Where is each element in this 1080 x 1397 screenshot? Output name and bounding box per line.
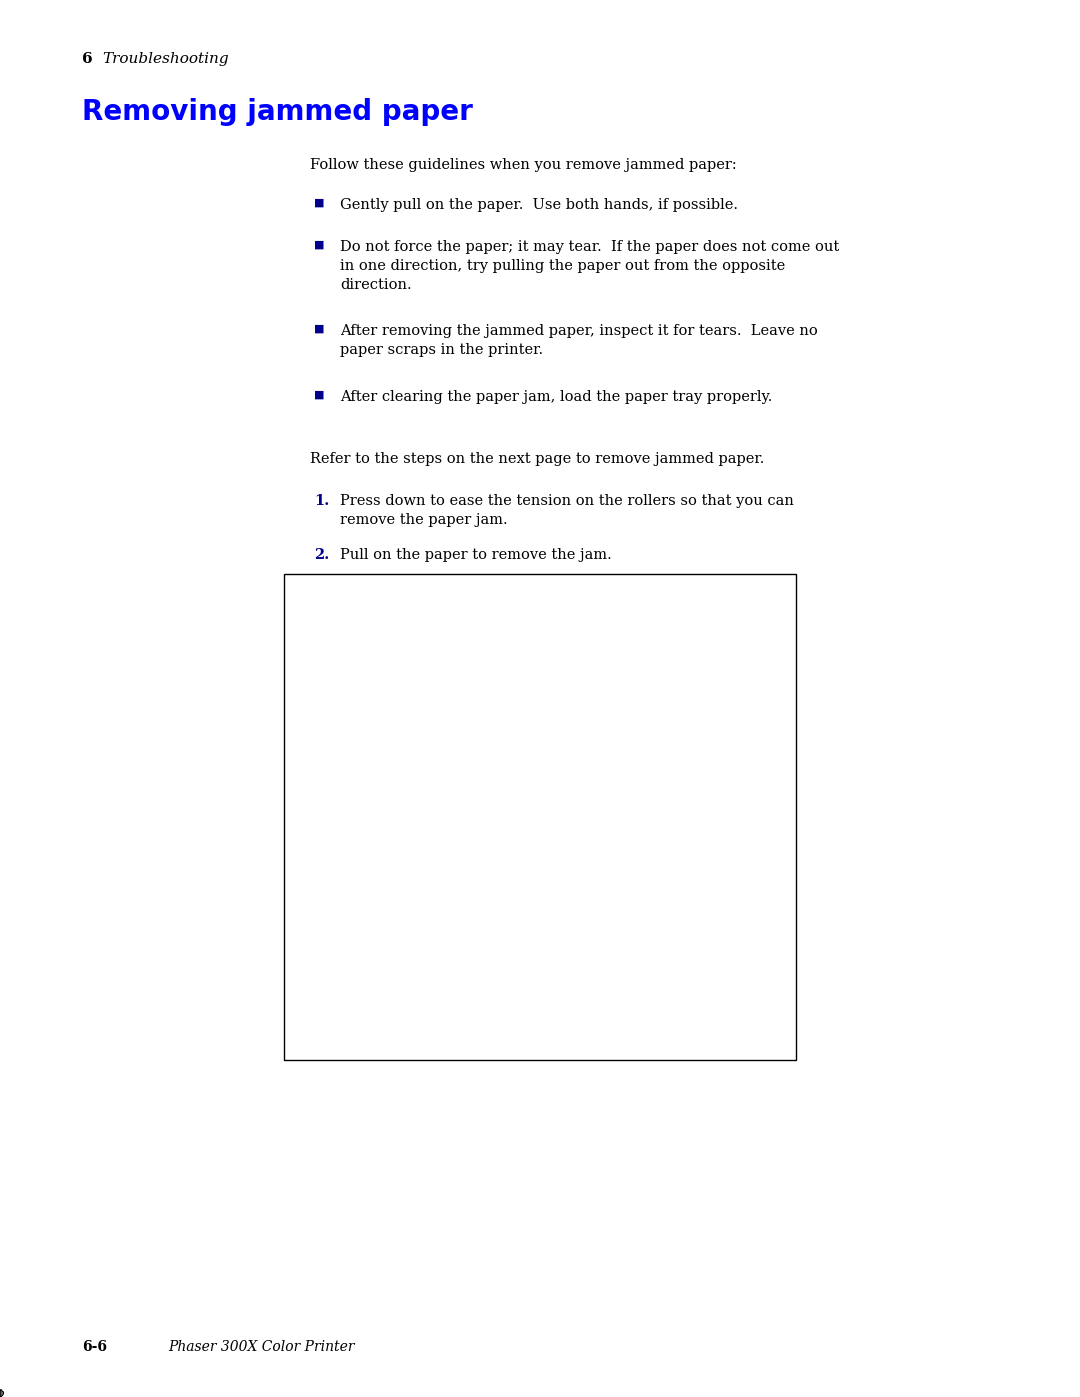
Text: Do not force the paper; it may tear.  If the paper does not come out
in one dire: Do not force the paper; it may tear. If … bbox=[340, 240, 839, 292]
Text: 6-6: 6-6 bbox=[82, 1340, 107, 1354]
Text: Press down to ease the tension on the rollers so that you can
remove the paper j: Press down to ease the tension on the ro… bbox=[340, 495, 794, 527]
Text: ■: ■ bbox=[314, 198, 324, 208]
Text: ■: ■ bbox=[314, 390, 324, 400]
Text: ■: ■ bbox=[314, 240, 324, 250]
Text: Follow these guidelines when you remove jammed paper:: Follow these guidelines when you remove … bbox=[310, 158, 737, 172]
Text: 1.: 1. bbox=[314, 495, 329, 509]
Bar bbox=[284, 574, 796, 1060]
Text: Phaser 300X Color Printer: Phaser 300X Color Printer bbox=[168, 1340, 354, 1354]
Text: After clearing the paper jam, load the paper tray properly.: After clearing the paper jam, load the p… bbox=[340, 390, 772, 404]
Text: 2.: 2. bbox=[314, 548, 329, 562]
Text: 6: 6 bbox=[82, 52, 93, 66]
Text: Troubleshooting: Troubleshooting bbox=[102, 52, 229, 66]
Text: After removing the jammed paper, inspect it for tears.  Leave no
paper scraps in: After removing the jammed paper, inspect… bbox=[340, 324, 818, 358]
Text: Pull on the paper to remove the jam.: Pull on the paper to remove the jam. bbox=[340, 548, 611, 562]
Text: Gently pull on the paper.  Use both hands, if possible.: Gently pull on the paper. Use both hands… bbox=[340, 198, 738, 212]
Text: ■: ■ bbox=[314, 324, 324, 334]
Text: Refer to the steps on the next page to remove jammed paper.: Refer to the steps on the next page to r… bbox=[310, 453, 765, 467]
Text: Removing jammed paper: Removing jammed paper bbox=[82, 98, 473, 126]
